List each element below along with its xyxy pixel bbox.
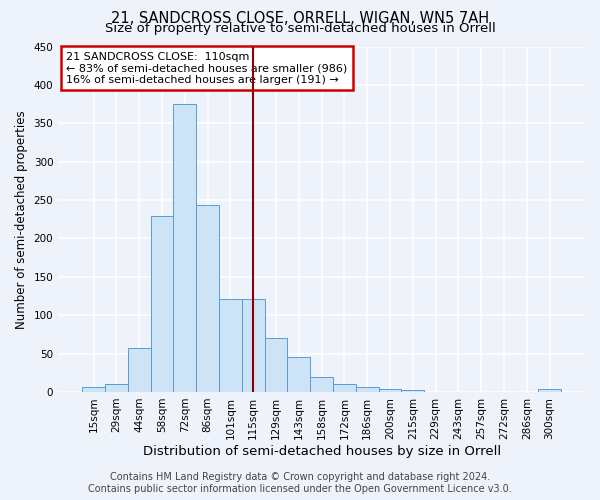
Y-axis label: Number of semi-detached properties: Number of semi-detached properties [15, 110, 28, 328]
Bar [242, 299, 265, 392]
Bar [173, 104, 196, 392]
X-axis label: Distribution of semi-detached houses by size in Orrell: Distribution of semi-detached houses by … [143, 444, 500, 458]
Bar [151, 216, 173, 392]
Bar [128, 348, 151, 392]
Bar [538, 389, 561, 392]
Bar [196, 206, 219, 392]
Bar [310, 376, 333, 392]
Bar [219, 299, 242, 392]
Bar [265, 338, 287, 392]
Text: Contains HM Land Registry data © Crown copyright and database right 2024.
Contai: Contains HM Land Registry data © Crown c… [88, 472, 512, 494]
Bar [105, 384, 128, 392]
Bar [333, 384, 356, 392]
Bar [287, 358, 310, 392]
Text: 21, SANDCROSS CLOSE, ORRELL, WIGAN, WN5 7AH: 21, SANDCROSS CLOSE, ORRELL, WIGAN, WN5 … [111, 11, 489, 26]
Bar [356, 386, 379, 392]
Bar [379, 389, 401, 392]
Bar [401, 390, 424, 392]
Bar [82, 386, 105, 392]
Text: 21 SANDCROSS CLOSE:  110sqm
← 83% of semi-detached houses are smaller (986)
16% : 21 SANDCROSS CLOSE: 110sqm ← 83% of semi… [66, 52, 347, 85]
Text: Size of property relative to semi-detached houses in Orrell: Size of property relative to semi-detach… [104, 22, 496, 35]
